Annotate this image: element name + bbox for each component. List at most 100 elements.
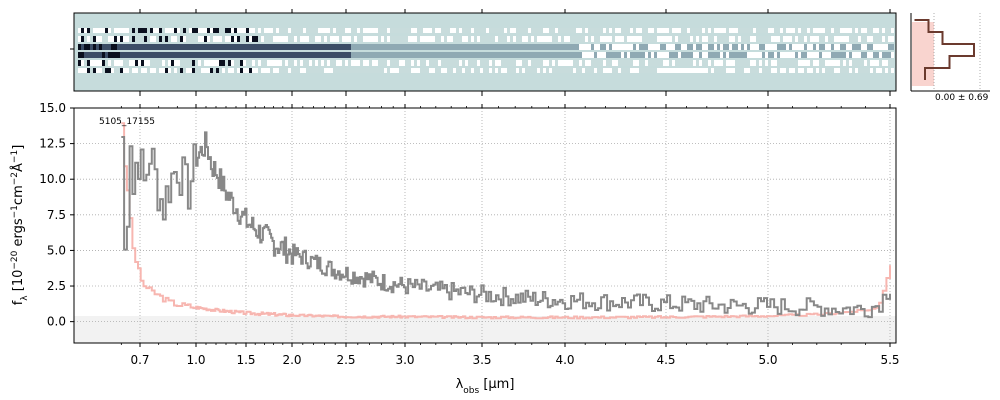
trace-pixel [471,36,474,42]
trace-pixel [468,44,471,50]
trace-pixel [717,60,720,66]
trace-pixel [870,60,873,66]
trace-pixel [786,44,789,50]
trace-pixel [333,28,336,33]
trace-pixel [423,28,426,33]
trace-pixel [195,28,198,33]
trace-pixel [636,52,639,58]
trace-pixel [387,68,390,73]
trace-pixel [213,52,216,58]
trace-pixel [432,52,435,58]
trace-pixel [468,36,471,42]
trace-pixel [117,28,120,33]
trace-pixel [648,36,651,42]
trace-pixel [714,68,717,73]
trace-pixel [99,68,102,73]
main-frame [73,107,897,344]
trace-pixel [489,60,492,66]
trace-pixel [138,28,141,33]
trace-pixel [879,52,882,58]
trace-pixel [426,44,429,50]
trace-pixel [234,28,237,33]
trace-pixel [744,60,747,66]
trace-pixel [399,60,402,66]
trace-pixel [417,36,420,42]
trace-pixel [366,28,369,33]
trace-pixel [822,36,825,42]
trace-pixel [219,60,222,66]
trace-pixel [558,44,561,50]
trace-pixel [261,52,264,58]
trace-pixel [552,28,555,33]
trace-pixel [810,44,813,50]
trace-pixel [270,36,273,42]
trace-pixel [687,68,690,73]
trace-pixel [246,68,249,73]
trace-pixel [480,68,483,73]
trace-pixel [483,52,486,58]
trace-pixel [705,52,708,58]
trace-pixel [111,52,114,58]
trace-pixel [840,36,843,42]
trace-pixel [261,36,264,42]
trace-pixel [369,52,372,58]
trace-pixel [111,60,114,66]
trace-pixel [570,28,573,33]
trace-pixel [849,60,852,66]
trace-pixel [861,60,864,66]
trace-pixel [666,36,669,42]
x-tick-label: 4.5 [656,353,675,367]
trace-pixel [516,60,519,66]
trace-pixel [621,60,624,66]
trace-pixel [510,44,513,50]
x-tick-label: 1.0 [186,353,205,367]
trace-pixel [447,36,450,42]
trace-pixel [627,28,630,33]
trace-pixel [837,52,840,58]
trace-pixel [126,60,129,66]
trace-pixel [537,36,540,42]
trace-pixel [648,60,651,66]
trace-pixel [381,52,384,58]
trace-pixel [852,36,855,42]
trace-pixel [174,68,177,73]
trace-pixel [792,68,795,73]
trace-pixel [90,60,93,66]
trace-pixel [720,68,723,73]
trace-pixel [663,28,666,33]
trace-pixel [822,28,825,33]
trace-pixel [744,52,747,58]
trace-pixel [816,68,819,73]
trace-pixel [213,68,216,73]
trace-pixel [330,28,333,33]
trace-pixel [408,52,411,58]
trace-pixel [852,68,855,73]
2d-spectrum-panel [70,9,897,96]
trace-pixel [135,52,138,58]
trace-pixel [693,44,696,50]
trace-pixel [552,52,555,58]
x-tick-label: 2.5 [336,353,355,367]
trace-pixel [792,28,795,33]
trace-pixel [240,68,243,73]
trace-pixel [612,36,615,42]
trace-pixel [513,52,516,58]
trace-pixel [303,36,306,42]
trace-pixel [381,60,384,66]
trace-pixel [639,28,642,33]
x-tick-label: 1.5 [236,353,255,367]
trace-pixel [669,52,672,58]
trace-pixel [804,28,807,33]
trace-pixel [657,52,660,58]
trace-pixel [198,52,201,58]
trace-pixel [825,68,828,73]
trace-pixel [531,52,534,58]
trace-pixel [156,60,159,66]
trace-pixel [102,28,105,33]
trace-pixel [150,52,153,58]
trace-pixel [114,28,117,33]
trace-pixel [114,68,117,73]
trace-pixel [705,60,708,66]
trace-pixel [789,44,792,50]
trace-pixel [879,28,882,33]
